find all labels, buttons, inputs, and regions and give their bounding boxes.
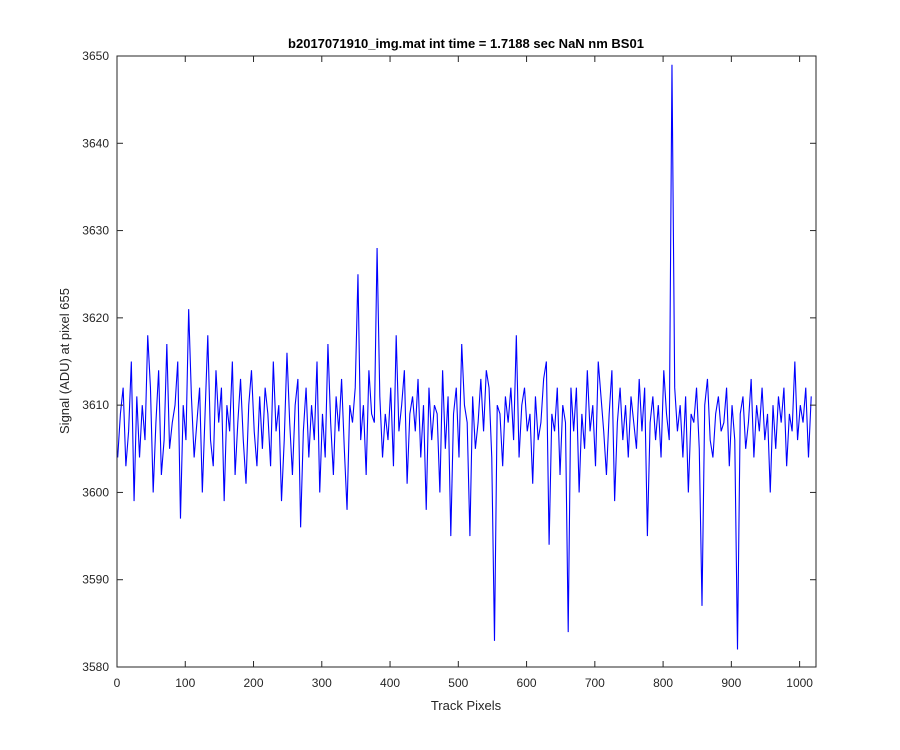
chart-title: b2017071910_img.mat int time = 1.7188 se…	[288, 36, 644, 51]
x-axis-label: Track Pixels	[431, 698, 502, 713]
x-tick-label: 400	[380, 676, 400, 690]
x-tick-label: 900	[721, 676, 741, 690]
x-tick-label: 1000	[786, 676, 813, 690]
plot-background	[117, 56, 816, 667]
x-tick-label: 700	[585, 676, 605, 690]
x-tick-label: 600	[517, 676, 537, 690]
x-tick-label: 0	[114, 676, 121, 690]
y-tick-label: 3610	[82, 398, 109, 412]
x-tick-label: 100	[175, 676, 195, 690]
y-tick-label: 3590	[82, 573, 109, 587]
y-axis-label: Signal (ADU) at pixel 655	[57, 288, 72, 434]
y-tick-label: 3640	[82, 136, 109, 150]
signal-line	[117, 64, 812, 650]
plot-frame	[116, 55, 817, 668]
x-tick-label: 800	[653, 676, 673, 690]
y-tick-label: 3620	[82, 311, 109, 325]
x-tick-label: 500	[448, 676, 468, 690]
y-tick-label: 3630	[82, 224, 109, 238]
x-tick-label: 200	[244, 676, 264, 690]
y-tick-label: 3600	[82, 485, 109, 499]
x-tick-label: 300	[312, 676, 332, 690]
y-tick-label: 3650	[82, 49, 109, 63]
y-tick-label: 3580	[82, 660, 109, 674]
